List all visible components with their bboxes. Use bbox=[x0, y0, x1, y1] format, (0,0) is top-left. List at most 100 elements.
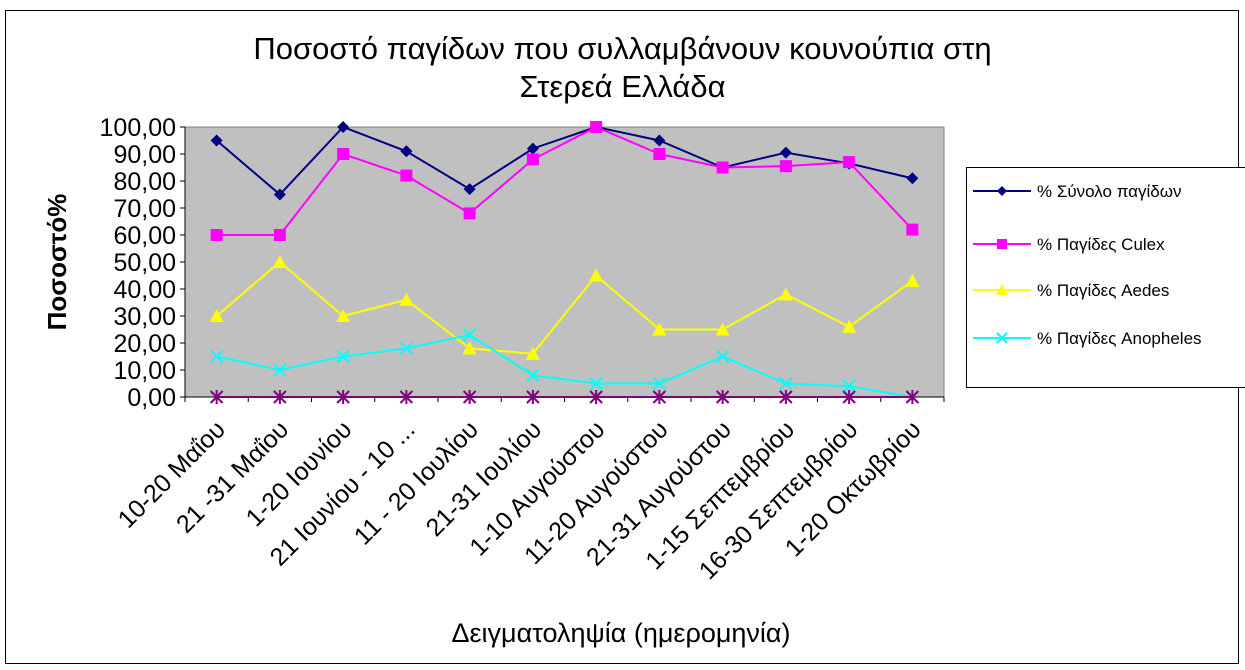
data-point bbox=[462, 328, 477, 342]
data-point bbox=[210, 134, 223, 147]
data-point bbox=[842, 390, 856, 404]
legend-marker bbox=[996, 284, 1008, 295]
data-point bbox=[653, 134, 666, 147]
data-point bbox=[590, 121, 603, 133]
data-point bbox=[210, 229, 223, 241]
series-line bbox=[216, 333, 913, 398]
data-point bbox=[779, 160, 792, 173]
data-point bbox=[463, 183, 476, 196]
data-point bbox=[337, 148, 350, 160]
data-point bbox=[778, 287, 793, 301]
data-point bbox=[462, 341, 477, 355]
y-axis-ticks: 0,0010,0020,0030,0040,0050,0060,0070,008… bbox=[100, 114, 185, 412]
data-point bbox=[336, 349, 350, 364]
series-3 bbox=[209, 255, 920, 360]
data-point bbox=[209, 349, 224, 364]
y-tick-label: 10,00 bbox=[113, 357, 176, 385]
plot-area bbox=[184, 126, 945, 398]
series-layer bbox=[209, 121, 920, 404]
legend-item: % Παγίδες Aedes bbox=[973, 281, 1169, 300]
data-point bbox=[526, 142, 539, 155]
legend-label: % Παγίδες Aedes bbox=[1037, 281, 1169, 300]
x-axis-label: Δειγματοληψία (ημερομηνία) bbox=[451, 618, 790, 648]
data-point bbox=[526, 368, 540, 383]
data-point bbox=[652, 376, 667, 391]
data-point bbox=[209, 390, 224, 404]
data-point bbox=[589, 376, 603, 391]
y-tick-label: 30,00 bbox=[113, 303, 176, 331]
y-tick-label: 80,00 bbox=[113, 168, 176, 196]
data-point bbox=[272, 255, 287, 268]
data-point bbox=[462, 390, 477, 404]
data-point bbox=[842, 319, 857, 333]
series-2 bbox=[210, 121, 919, 241]
data-point bbox=[399, 292, 414, 306]
data-point bbox=[905, 273, 920, 287]
legend-marker bbox=[997, 186, 1007, 196]
data-point bbox=[273, 188, 286, 201]
y-tick-label: 0,00 bbox=[127, 384, 176, 412]
chart-title-line-2: Στερεά Ελλάδα bbox=[519, 69, 726, 104]
data-point bbox=[273, 229, 286, 241]
data-point bbox=[653, 148, 666, 160]
data-point bbox=[526, 390, 540, 404]
data-point bbox=[525, 346, 540, 360]
data-point bbox=[273, 390, 287, 404]
series-4 bbox=[209, 328, 920, 404]
y-tick-label: 90,00 bbox=[113, 141, 176, 169]
data-point bbox=[399, 341, 414, 356]
legend-item: % Παγίδες Anopheles bbox=[973, 329, 1202, 348]
data-point bbox=[526, 153, 539, 166]
series-1 bbox=[210, 121, 919, 201]
data-point bbox=[779, 390, 793, 404]
data-point bbox=[463, 207, 476, 220]
data-point bbox=[843, 156, 856, 169]
legend-marker bbox=[996, 332, 1008, 344]
data-point bbox=[715, 390, 730, 404]
data-point bbox=[337, 121, 350, 133]
data-point bbox=[400, 169, 413, 182]
series-5 bbox=[209, 390, 920, 404]
data-point bbox=[716, 161, 729, 174]
y-tick-label: 40,00 bbox=[113, 276, 176, 304]
data-point bbox=[842, 379, 856, 393]
data-point bbox=[336, 390, 350, 404]
y-axis-label: Ποσοστό% bbox=[42, 194, 72, 331]
y-tick-label: 50,00 bbox=[113, 249, 176, 277]
data-point bbox=[779, 376, 793, 391]
data-point bbox=[400, 145, 413, 158]
legend: % Σύνολο παγίδων % Παγίδες Culex % Παγίδες… bbox=[966, 167, 1245, 388]
data-point bbox=[906, 172, 919, 185]
legend-svg: % Σύνολο παγίδων % Παγίδες Culex % Παγίδες… bbox=[973, 182, 1202, 348]
series-line bbox=[215, 125, 913, 196]
data-point bbox=[209, 309, 224, 322]
data-point bbox=[399, 390, 414, 404]
y-tick-label: 60,00 bbox=[113, 222, 176, 250]
data-point bbox=[715, 322, 730, 336]
data-point bbox=[652, 390, 667, 404]
data-point bbox=[589, 390, 603, 404]
legend-item: % Παγίδες Culex bbox=[973, 235, 1165, 254]
legend-label: % Παγίδες Culex bbox=[1037, 235, 1165, 254]
y-tick-label: 100,00 bbox=[100, 114, 176, 142]
legend-marker bbox=[997, 239, 1007, 249]
data-point bbox=[589, 268, 604, 282]
y-tick-label: 20,00 bbox=[113, 330, 176, 358]
legend-label: % Σύνολο παγίδων bbox=[1037, 182, 1182, 201]
data-point bbox=[715, 349, 730, 364]
chart-title: Ποσοστό παγίδων που συλλαμβάνουν κουνούπ… bbox=[0, 30, 1245, 106]
data-point bbox=[652, 322, 667, 336]
data-point bbox=[905, 390, 920, 404]
data-point bbox=[336, 309, 351, 322]
data-point bbox=[779, 146, 792, 159]
legend-item: % Σύνολο παγίδων bbox=[973, 182, 1182, 201]
y-tick-label: 70,00 bbox=[113, 195, 176, 223]
series-line bbox=[215, 260, 913, 355]
data-point bbox=[906, 223, 919, 236]
series-line bbox=[216, 125, 914, 236]
data-point bbox=[273, 363, 287, 377]
legend-label: % Παγίδες Anopheles bbox=[1037, 329, 1202, 348]
chart-title-line-1: Ποσοστό παγίδων που συλλαμβάνουν κουνούπ… bbox=[253, 31, 992, 66]
